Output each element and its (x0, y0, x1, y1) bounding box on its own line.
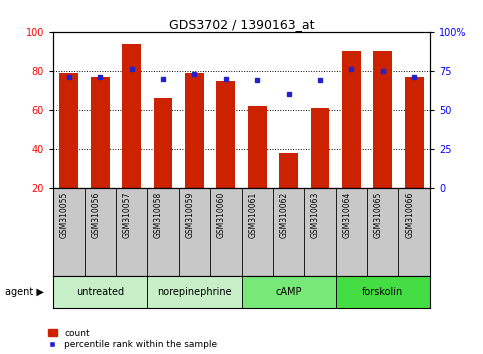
Bar (59, 73, 78, 188)
Text: forskolin: forskolin (362, 287, 403, 297)
Text: GSM310064: GSM310064 (342, 192, 352, 239)
Bar (216, 80, 235, 188)
Text: GSM310060: GSM310060 (217, 192, 226, 239)
Text: GSM310056: GSM310056 (91, 192, 100, 239)
Text: GSM310061: GSM310061 (248, 192, 257, 238)
Text: GSM310055: GSM310055 (60, 192, 69, 239)
Text: GSM310066: GSM310066 (405, 192, 414, 239)
Bar (147, 276, 242, 308)
Text: GSM310063: GSM310063 (311, 192, 320, 239)
Bar (53, 276, 147, 308)
Text: GSM310058: GSM310058 (154, 192, 163, 238)
Bar (342, 51, 361, 188)
Bar (405, 77, 424, 188)
Title: GDS3702 / 1390163_at: GDS3702 / 1390163_at (169, 18, 314, 31)
Text: GSM310059: GSM310059 (185, 192, 194, 239)
Bar (279, 153, 298, 188)
Text: GSM310057: GSM310057 (123, 192, 131, 239)
Text: GSM310062: GSM310062 (280, 192, 289, 238)
Bar (248, 106, 267, 188)
Bar (154, 98, 172, 188)
Bar (373, 51, 392, 188)
Text: cAMP: cAMP (275, 287, 302, 297)
Bar (336, 276, 430, 308)
Legend: count, percentile rank within the sample: count, percentile rank within the sample (48, 329, 217, 349)
Text: untreated: untreated (76, 287, 124, 297)
Bar (185, 73, 204, 188)
Text: agent ▶: agent ▶ (5, 287, 43, 297)
Bar (91, 77, 110, 188)
Text: GSM310065: GSM310065 (374, 192, 383, 239)
Bar (311, 108, 329, 188)
Text: norepinephrine: norepinephrine (157, 287, 232, 297)
Bar (242, 276, 336, 308)
Bar (122, 44, 141, 188)
